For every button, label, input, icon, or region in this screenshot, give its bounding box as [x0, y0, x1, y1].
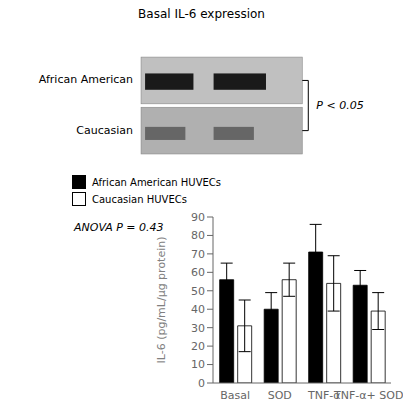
- svg-text:30: 30: [191, 322, 205, 335]
- svg-text:P < 0.05: P < 0.05: [316, 99, 363, 112]
- svg-text:IL-6 (pg/mL/µg protein): IL-6 (pg/mL/µg protein): [155, 236, 168, 363]
- svg-text:40: 40: [191, 303, 205, 316]
- svg-text:0: 0: [198, 377, 205, 390]
- svg-text:Basal: Basal: [220, 389, 250, 402]
- svg-text:TNF-α+ SOD: TNF-α+ SOD: [333, 389, 395, 402]
- svg-text:90: 90: [191, 211, 205, 224]
- svg-text:Basal IL-6 expression: Basal IL-6 expression: [138, 7, 265, 21]
- html-text:ANOVA P = 0.43: ANOVA P = 0.43: [74, 221, 164, 234]
- svg-text:70: 70: [191, 248, 205, 261]
- svg-text:50: 50: [191, 285, 205, 298]
- svg-text:20: 20: [191, 340, 205, 353]
- svg-text:10: 10: [191, 358, 205, 371]
- html-text:Caucasian HUVECs: Caucasian HUVECs: [92, 193, 187, 205]
- svg-text:60: 60: [191, 266, 205, 279]
- svg-text:Caucasian: Caucasian: [76, 124, 133, 137]
- svg-text:African American: African American: [39, 73, 133, 86]
- svg-text:SOD: SOD: [268, 389, 292, 402]
- html-text:African American HUVECs: African American HUVECs: [92, 176, 221, 188]
- svg-text:80: 80: [191, 229, 205, 242]
